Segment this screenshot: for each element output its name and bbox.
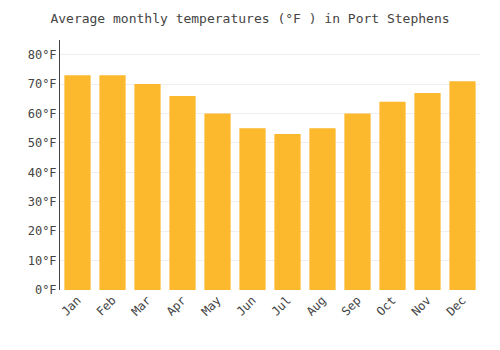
svg-text:Average monthly temperatures (: Average monthly temperatures (°F ) in Po… <box>50 11 449 26</box>
svg-text:0°F: 0°F <box>35 283 57 297</box>
svg-text:70°F: 70°F <box>28 77 57 91</box>
svg-text:80°F: 80°F <box>28 48 57 62</box>
svg-text:30°F: 30°F <box>28 195 57 209</box>
svg-text:Feb: Feb <box>94 293 119 318</box>
svg-text:Jan: Jan <box>59 293 84 318</box>
svg-text:Jun: Jun <box>234 293 259 318</box>
svg-text:Mar: Mar <box>129 293 154 318</box>
svg-text:Dec: Dec <box>444 293 469 318</box>
svg-text:Apr: Apr <box>164 293 189 318</box>
svg-text:May: May <box>199 293 224 318</box>
svg-text:Jul: Jul <box>269 293 294 318</box>
svg-text:60°F: 60°F <box>28 107 57 121</box>
svg-text:Aug: Aug <box>304 293 329 318</box>
svg-text:Sep: Sep <box>339 293 364 318</box>
svg-text:Oct: Oct <box>374 293 399 318</box>
svg-text:40°F: 40°F <box>28 166 57 180</box>
svg-text:20°F: 20°F <box>28 224 57 238</box>
svg-text:10°F: 10°F <box>28 254 57 268</box>
svg-text:50°F: 50°F <box>28 136 57 150</box>
svg-text:Nov: Nov <box>409 293 434 318</box>
